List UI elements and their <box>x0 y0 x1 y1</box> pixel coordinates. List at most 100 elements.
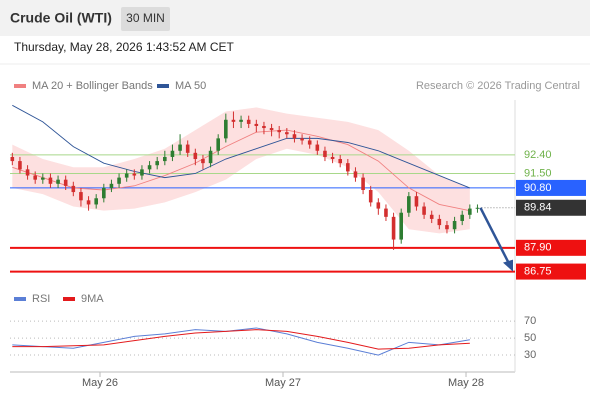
candle-body <box>376 202 381 209</box>
candle-body <box>208 150 213 164</box>
level-label: 87.90 <box>524 242 552 254</box>
header-bar <box>0 0 590 36</box>
candle-body <box>71 185 76 193</box>
candle-body <box>216 138 220 151</box>
candle-body <box>285 132 289 135</box>
x-tick-label: May 27 <box>265 377 301 389</box>
level-label: 91.50 <box>524 167 552 179</box>
level-label: 90.80 <box>524 182 552 194</box>
candle-body <box>460 214 465 221</box>
candle-body <box>452 220 457 230</box>
candle-body <box>429 214 434 219</box>
ma-line <box>12 104 471 189</box>
source: Research © 2026 Trading Central <box>416 80 580 92</box>
rsi-tick-label: 30 <box>524 349 536 361</box>
candle-body <box>117 177 121 184</box>
candle-body <box>147 165 152 170</box>
candle-body <box>437 218 442 226</box>
chart-title: Crude Oil (WTI) <box>10 10 112 26</box>
candle-body <box>224 119 228 139</box>
level-label-box <box>516 199 586 216</box>
rsi-tick-label: 50 <box>524 332 536 344</box>
level-label: 92.40 <box>524 149 552 161</box>
legend-swatch <box>157 84 169 88</box>
candle-body <box>185 144 190 153</box>
candle-body <box>109 183 114 188</box>
candle-body <box>445 225 449 230</box>
candle-body <box>246 119 251 124</box>
candle-body <box>414 196 419 207</box>
legend-label[interactable]: 9MA <box>81 293 104 305</box>
candle-body <box>231 119 236 122</box>
candle-body <box>323 150 327 157</box>
rsi-tick-label: 70 <box>524 315 536 327</box>
candle-body <box>33 175 37 180</box>
x-tick-label: May 28 <box>448 377 484 389</box>
forecast-arrowhead <box>503 259 513 272</box>
candle-body <box>315 144 320 151</box>
candle-body <box>468 208 472 215</box>
candle-body <box>239 119 243 122</box>
candle-body <box>86 200 91 205</box>
level-label-box <box>516 239 586 256</box>
candle-body <box>475 207 480 209</box>
candle-body <box>102 187 106 199</box>
candle-body <box>330 156 335 160</box>
ma-line <box>12 129 470 212</box>
candle-body <box>353 171 358 178</box>
bollinger-band <box>12 107 470 234</box>
candle-body <box>201 159 205 164</box>
candle-body <box>407 196 411 213</box>
candle-body <box>307 140 312 145</box>
candle-body <box>48 177 53 184</box>
candle-body <box>79 192 83 201</box>
candle-body <box>94 198 98 205</box>
candle-body <box>25 169 30 176</box>
interval-badge[interactable] <box>121 7 170 31</box>
candle-body <box>384 208 388 217</box>
legend-swatch <box>63 297 75 301</box>
candle-body <box>170 150 175 157</box>
candle-body <box>18 161 22 170</box>
candle-body <box>346 163 350 172</box>
candle-body <box>163 156 167 162</box>
candle-body <box>269 128 274 131</box>
candle-body <box>422 206 426 215</box>
level-label: 86.75 <box>524 265 552 277</box>
legend-label[interactable]: RSI <box>32 293 50 305</box>
rsi-line <box>12 329 470 350</box>
x-tick-label: May 26 <box>82 377 118 389</box>
candle-body <box>41 177 45 180</box>
level-label-box <box>516 179 586 196</box>
candle-body <box>361 177 365 190</box>
interval: 30 MIN <box>126 11 165 25</box>
candle-body <box>56 179 60 184</box>
candle-body <box>292 134 297 139</box>
candle-body <box>300 138 304 141</box>
candle-body <box>399 212 404 240</box>
timestamp: Thursday, May 28, 2026 1:43:52 AM CET <box>14 40 235 54</box>
forecast-arrow <box>479 207 511 265</box>
candle-body <box>193 152 198 160</box>
level-label: 89.84 <box>524 202 552 214</box>
legend-swatch <box>14 297 26 301</box>
candle-body <box>254 123 259 126</box>
candle-body <box>124 173 129 178</box>
candle-body <box>277 130 282 133</box>
candle-body <box>155 161 159 166</box>
candle-body <box>10 156 15 162</box>
level-label-box <box>516 263 586 280</box>
candle-body <box>63 179 68 186</box>
candle-body <box>132 173 137 176</box>
candle-body <box>338 159 343 164</box>
candle-body <box>262 125 266 129</box>
legend-swatch <box>14 84 26 88</box>
candle-body <box>368 190 373 203</box>
legend-label[interactable]: MA 20 + Bollinger Bands <box>32 80 153 92</box>
candle-body <box>391 216 396 240</box>
candle-body <box>178 144 182 151</box>
legend-label[interactable]: MA 50 <box>175 80 206 92</box>
candle-body <box>140 169 144 176</box>
